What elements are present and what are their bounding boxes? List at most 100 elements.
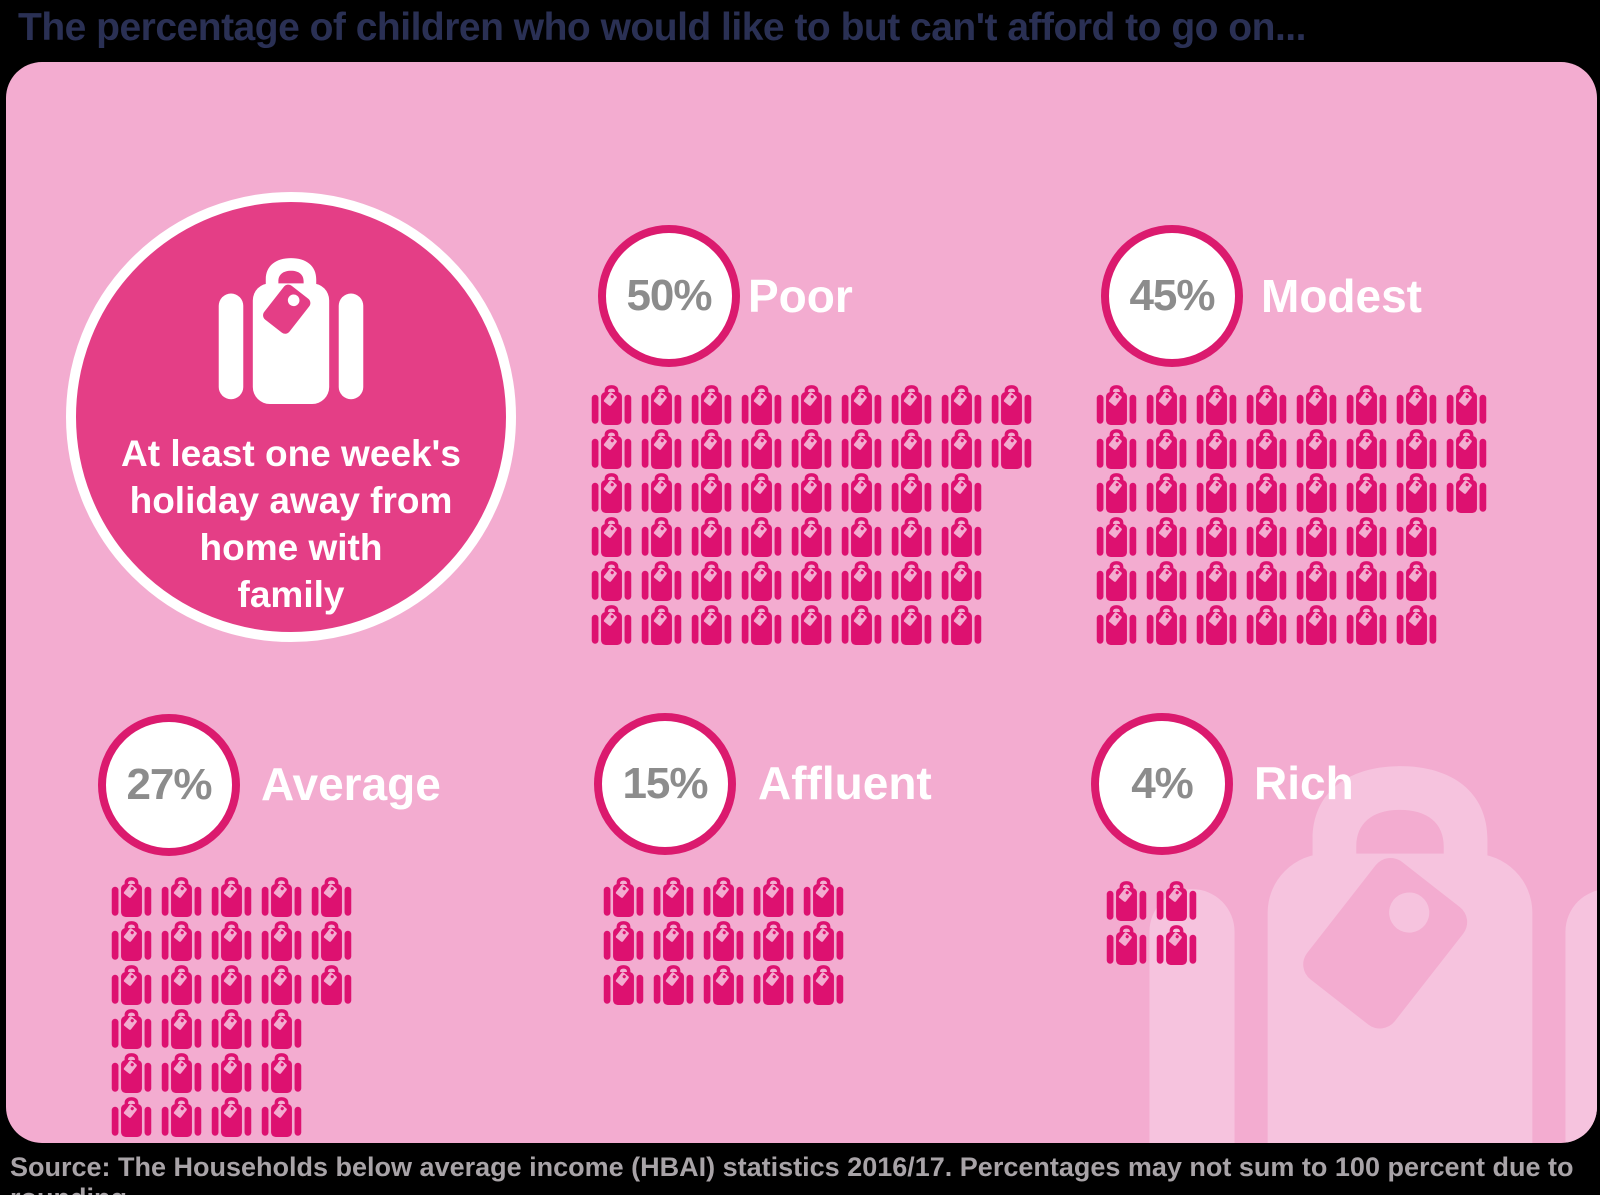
suitcase-icon <box>1396 472 1437 513</box>
chart-panel: At least one week's holiday away from ho… <box>6 62 1597 1143</box>
suitcase-icon <box>111 876 152 917</box>
suitcase-icon <box>261 1096 302 1137</box>
suitcase-icon <box>161 1052 202 1093</box>
suitcase-icon <box>1296 384 1337 425</box>
percent-badge: 50% <box>598 225 740 367</box>
suitcase-icon <box>1096 560 1137 601</box>
suitcase-icon <box>1296 560 1337 601</box>
suitcase-icon <box>653 920 694 961</box>
suitcase-icon <box>691 516 732 557</box>
suitcase-icon <box>891 384 932 425</box>
suitcase-icon <box>1096 516 1137 557</box>
suitcase-icon <box>691 384 732 425</box>
suitcase-icon <box>753 920 794 961</box>
pictogram-row <box>1106 924 1197 965</box>
suitcase-icon <box>691 604 732 645</box>
suitcase-icon <box>891 604 932 645</box>
suitcase-icon <box>841 516 882 557</box>
suitcase-icon <box>1096 384 1137 425</box>
suitcase-icon <box>791 604 832 645</box>
suitcase-icon <box>1346 516 1387 557</box>
suitcase-icon <box>261 964 302 1005</box>
page-title: The percentage of children who would lik… <box>18 6 1306 49</box>
suitcase-icon <box>1156 880 1197 921</box>
suitcase-icon <box>791 384 832 425</box>
pictogram-row <box>1096 384 1487 425</box>
suitcase-icon <box>603 876 644 917</box>
suitcase-icon <box>741 384 782 425</box>
pictogram-row <box>591 560 1032 601</box>
suitcase-icon <box>703 920 744 961</box>
suitcase-icon <box>1246 428 1287 469</box>
percent-badge: 45% <box>1101 225 1243 367</box>
suitcase-icon <box>753 964 794 1005</box>
suitcase-icon <box>1396 604 1437 645</box>
suitcase-icon <box>691 560 732 601</box>
suitcase-icon <box>211 876 252 917</box>
suitcase-icon <box>1106 880 1147 921</box>
pictogram-row <box>111 1096 352 1137</box>
percent-value: 50% <box>626 271 712 320</box>
suitcase-icon <box>1146 428 1187 469</box>
percent-value: 45% <box>1129 271 1215 320</box>
suitcase-icon <box>261 920 302 961</box>
suitcase-icon <box>1146 604 1187 645</box>
suitcase-icon <box>1106 924 1147 965</box>
pictogram-grid <box>111 876 352 1140</box>
category-label: Rich <box>1254 757 1354 809</box>
suitcase-icon <box>1346 472 1387 513</box>
source-note: Source: The Households below average inc… <box>10 1152 1574 1195</box>
suitcase-icon <box>1296 428 1337 469</box>
category-label: Modest <box>1261 270 1422 322</box>
suitcase-icon <box>1446 384 1487 425</box>
suitcase-icon <box>1246 384 1287 425</box>
suitcase-icon <box>791 472 832 513</box>
suitcase-icon <box>1196 560 1237 601</box>
percent-value: 4% <box>1131 759 1194 808</box>
suitcase-icon <box>603 964 644 1005</box>
suitcase-icon <box>791 428 832 469</box>
suitcase-icon <box>791 516 832 557</box>
suitcase-icon <box>891 516 932 557</box>
suitcase-icon <box>891 428 932 469</box>
suitcase-icon <box>1146 472 1187 513</box>
suitcase-icon <box>641 428 682 469</box>
suitcase-icon <box>1396 384 1437 425</box>
suitcase-icon <box>1196 604 1237 645</box>
legend-circle: At least one week's holiday away from ho… <box>66 192 516 642</box>
suitcase-icon <box>161 964 202 1005</box>
suitcase-icon <box>591 604 632 645</box>
suitcase-icon <box>111 1008 152 1049</box>
pictogram-row <box>111 1052 352 1093</box>
suitcase-icon <box>1346 604 1387 645</box>
legend-text: At least one week's holiday away from ho… <box>76 430 506 618</box>
suitcase-icon <box>1296 516 1337 557</box>
suitcase-icon <box>841 428 882 469</box>
suitcase-icon <box>841 604 882 645</box>
suitcase-icon <box>641 472 682 513</box>
suitcase-icon <box>591 384 632 425</box>
suitcase-icon <box>691 472 732 513</box>
suitcase-icon <box>211 1096 252 1137</box>
suitcase-icon <box>211 1008 252 1049</box>
suitcase-icon <box>1296 604 1337 645</box>
category-label: Poor <box>748 270 853 322</box>
suitcase-icon <box>1396 428 1437 469</box>
suitcase-icon <box>741 472 782 513</box>
suitcase-icon <box>1146 516 1187 557</box>
suitcase-icon <box>1446 472 1487 513</box>
pictogram-grid <box>591 384 1032 648</box>
suitcase-icon <box>111 964 152 1005</box>
pictogram-row <box>591 516 1032 557</box>
suitcase-icon <box>741 560 782 601</box>
suitcase-icon <box>791 560 832 601</box>
suitcase-icon <box>941 516 982 557</box>
suitcase-icon <box>111 920 152 961</box>
pictogram-row <box>603 964 844 1005</box>
legend-text-line: holiday away from <box>129 480 453 521</box>
percent-value: 15% <box>622 759 708 808</box>
suitcase-icon <box>216 254 366 404</box>
suitcase-icon <box>641 516 682 557</box>
suitcase-icon <box>1196 472 1237 513</box>
